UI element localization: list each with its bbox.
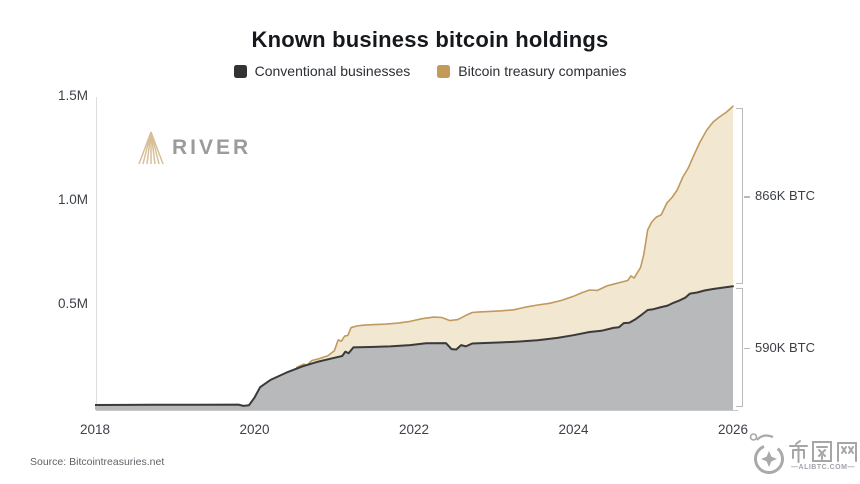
treasury-line (296, 105, 734, 369)
river-delta-icon (138, 131, 164, 165)
annotation-tick (744, 196, 750, 198)
river-logo-text: RIVER (172, 136, 252, 159)
x-axis-tick-label: 2024 (558, 422, 589, 437)
legend-label-conventional: Conventional businesses (254, 63, 411, 79)
conventional-line (95, 285, 734, 407)
y-axis-line (96, 97, 97, 410)
legend-item-treasury: Bitcoin treasury companies (437, 63, 626, 79)
y-axis-tick-label: 1.0M (57, 192, 88, 207)
site-watermark: —ALIBTC.COM— (747, 430, 857, 480)
treasury-swatch-icon (437, 64, 451, 78)
annotation-label: 866K BTC (755, 188, 815, 204)
x-axis-tick-label: 2020 (239, 422, 270, 437)
legend-item-conventional: Conventional businesses (233, 63, 411, 79)
river-logo: RIVER (138, 130, 251, 166)
plot-area (95, 105, 734, 410)
site-name-glyphs (789, 440, 857, 463)
chart-title: Known business bitcoin holdings (251, 27, 609, 52)
swirl-logo-icon (749, 433, 784, 474)
annotation-tick (744, 347, 750, 350)
x-axis-tick-label: 2026 (717, 422, 749, 437)
annotation-label: 590K BTC (755, 339, 815, 355)
source-note: Source: Bitcointreasuries.net (30, 456, 165, 468)
annotation-bracket (736, 107, 743, 285)
x-axis-line (96, 410, 738, 411)
legend: Conventional businesses Bitcoin treasury… (0, 62, 860, 80)
legend-label-treasury: Bitcoin treasury companies (458, 63, 627, 79)
conventional-area (95, 286, 733, 410)
x-axis-tick-label: 2022 (398, 422, 430, 437)
site-domain: —ALIBTC.COM— (791, 464, 855, 471)
y-axis-tick-label: 1.5M (57, 88, 88, 103)
conventional-swatch-icon (233, 64, 247, 78)
y-axis-tick-label: 0.5M (57, 296, 88, 311)
x-axis-tick-label: 2018 (79, 422, 111, 437)
annotation-bracket (736, 287, 743, 407)
